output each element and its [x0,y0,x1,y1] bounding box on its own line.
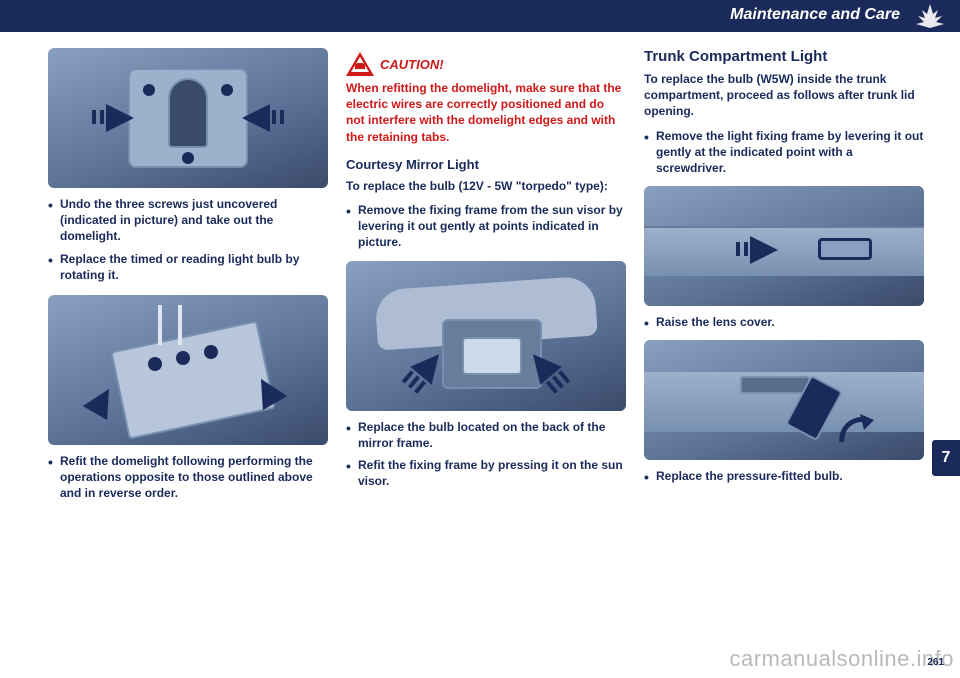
section-title: Trunk Compartment Light [644,48,924,65]
column-2: CAUTION! When refitting the domelight, m… [346,48,626,508]
chapter-tab: 7 [932,440,960,476]
bullet-text: Replace the pressure-fitted bulb. [644,468,924,484]
bullet-text: Undo the three screws just uncovered (in… [48,196,328,245]
column-3: Trunk Compartment Light To replace the b… [644,48,924,508]
bullet-text: Replace the bulb located on the back of … [346,419,626,451]
watermark: carmanualsonline.info [729,646,954,672]
bullet-text: Raise the lens cover. [644,314,924,330]
caution-label: CAUTION! [380,57,444,72]
page-body: Undo the three screws just uncovered (in… [0,32,960,508]
bullet-text: Refit the fixing frame by pressing it on… [346,457,626,489]
caution-heading: CAUTION! [346,52,626,76]
column-1: Undo the three screws just uncovered (in… [48,48,328,508]
bullet-text: Replace the timed or reading light bulb … [48,251,328,283]
page-header: Maintenance and Care [0,0,960,32]
body-text: To replace the bulb (12V - 5W "torpedo" … [346,178,626,194]
illustration-trunk-light-frame [644,186,924,306]
brand-logo [910,2,950,30]
bullet-text: Refit the domelight following performing… [48,453,328,502]
header-title: Maintenance and Care [730,6,900,24]
illustration-domelight-removed [48,295,328,445]
illustration-sun-visor [346,261,626,411]
bullet-text: Remove the fixing frame from the sun vis… [346,202,626,251]
body-text: To replace the bulb (W5W) inside the tru… [644,71,924,120]
caution-triangle-icon [346,52,374,76]
illustration-trunk-lens-cover [644,340,924,460]
subheading: Courtesy Mirror Light [346,157,626,172]
caution-text: When refitting the domelight, make sure … [346,80,626,145]
bullet-text: Remove the light fixing frame by leverin… [644,128,924,177]
illustration-domelight-screws [48,48,328,188]
